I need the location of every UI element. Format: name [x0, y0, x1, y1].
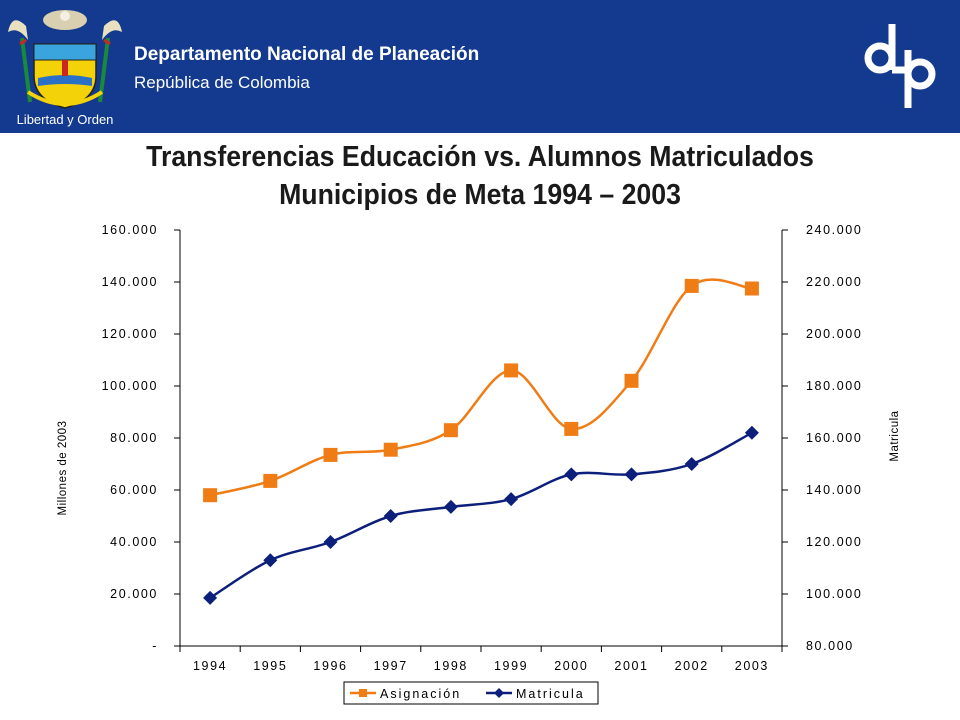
y-left-tick-label: 160.000	[102, 223, 158, 237]
country-name: República de Colombia	[134, 73, 310, 92]
crest-motto: Libertad y Orden	[17, 112, 114, 127]
data-point-matricula	[564, 467, 579, 482]
data-point-asignacion	[383, 442, 398, 457]
legend-label-asignacion: Asignación	[380, 687, 461, 701]
data-point-asignacion	[564, 421, 579, 436]
chart-title: Transferencias Educación vs. Alumnos Mat…	[146, 141, 814, 173]
org-name: Departamento Nacional de Planeación	[134, 44, 480, 65]
x-tick-label: 2003	[735, 659, 769, 673]
data-point-asignacion	[323, 447, 338, 462]
y-left-tick-label: 60.000	[110, 483, 158, 497]
chart-axes: - 20.000 40.000 60.000 80.000 100.000 120.000 1…	[57, 223, 901, 673]
legend-label-matricula: Matricula	[516, 687, 585, 701]
y-right-tick-label: 160.000	[806, 431, 862, 445]
chart-legend: Asignación Matricula	[343, 681, 599, 705]
data-point-matricula	[203, 590, 218, 605]
y-right-tick-label: 240.000	[806, 223, 862, 237]
data-point-matricula	[504, 492, 519, 507]
y-right-axis-title: Matricula	[889, 410, 901, 461]
data-point-asignacion	[443, 423, 458, 438]
x-tick-label: 1998	[434, 659, 468, 673]
legend-marker-asignacion	[359, 689, 367, 697]
y-right-tick-label: 220.000	[806, 275, 862, 289]
x-tick-label: 2001	[614, 659, 648, 673]
y-left-tick-label: 20.000	[110, 587, 158, 601]
x-tick-label: 1999	[494, 659, 528, 673]
data-point-asignacion	[744, 281, 759, 296]
data-point-matricula	[323, 535, 338, 549]
y-left-axis-title: Millones de 2003	[57, 421, 69, 516]
chart-series	[203, 278, 759, 605]
y-right-tick-label: 100.000	[806, 587, 862, 601]
legend-marker-matricula	[494, 688, 504, 698]
y-right-tick-label: 120.000	[806, 535, 862, 549]
data-point-matricula	[443, 499, 458, 514]
x-tick-label: 1994	[193, 659, 227, 673]
y-left-tick-label: 100.000	[102, 379, 158, 393]
y-left-tick-label: 40.000	[110, 535, 158, 549]
y-right-tick-label: 80.000	[806, 639, 854, 653]
data-point-asignacion	[203, 488, 218, 503]
data-point-matricula	[684, 457, 699, 471]
y-right-tick-label: 140.000	[806, 483, 862, 497]
data-point-asignacion	[263, 473, 278, 488]
x-tick-label: 2000	[554, 659, 588, 673]
data-point-asignacion	[624, 373, 639, 388]
dnp-logo-icon	[864, 24, 936, 108]
y-right-tick-label: 200.000	[806, 327, 862, 341]
data-point-asignacion	[504, 363, 519, 378]
series-line-asignacion	[209, 278, 753, 497]
data-point-matricula	[744, 425, 759, 440]
y-left-tick-label: 140.000	[102, 275, 158, 289]
y-left-tick-label: -	[152, 639, 158, 653]
x-tick-label: 1997	[374, 659, 408, 673]
data-point-asignacion	[684, 278, 699, 293]
colombia-coat-of-arms-icon: Libertad y Orden	[8, 10, 122, 127]
x-tick-label: 2002	[675, 659, 709, 673]
y-right-tick-label: 180.000	[806, 379, 862, 393]
x-tick-label: 1996	[313, 659, 347, 673]
legend-box	[343, 681, 599, 705]
data-point-matricula	[263, 553, 278, 568]
x-tick-label: 1995	[253, 659, 287, 673]
header-bar: Libertad y Orden Departamento Nacional d…	[0, 0, 960, 133]
data-point-matricula	[383, 509, 398, 523]
chart-title-block: Transferencias Educación vs. Alumnos Mat…	[38, 138, 921, 214]
y-left-tick-label: 120.000	[102, 327, 158, 341]
data-point-matricula	[624, 467, 639, 482]
chart-subtitle: Municipios de Meta 1994 – 2003	[279, 179, 681, 211]
y-left-tick-label: 80.000	[110, 431, 158, 445]
series-line-matricula	[209, 431, 753, 599]
